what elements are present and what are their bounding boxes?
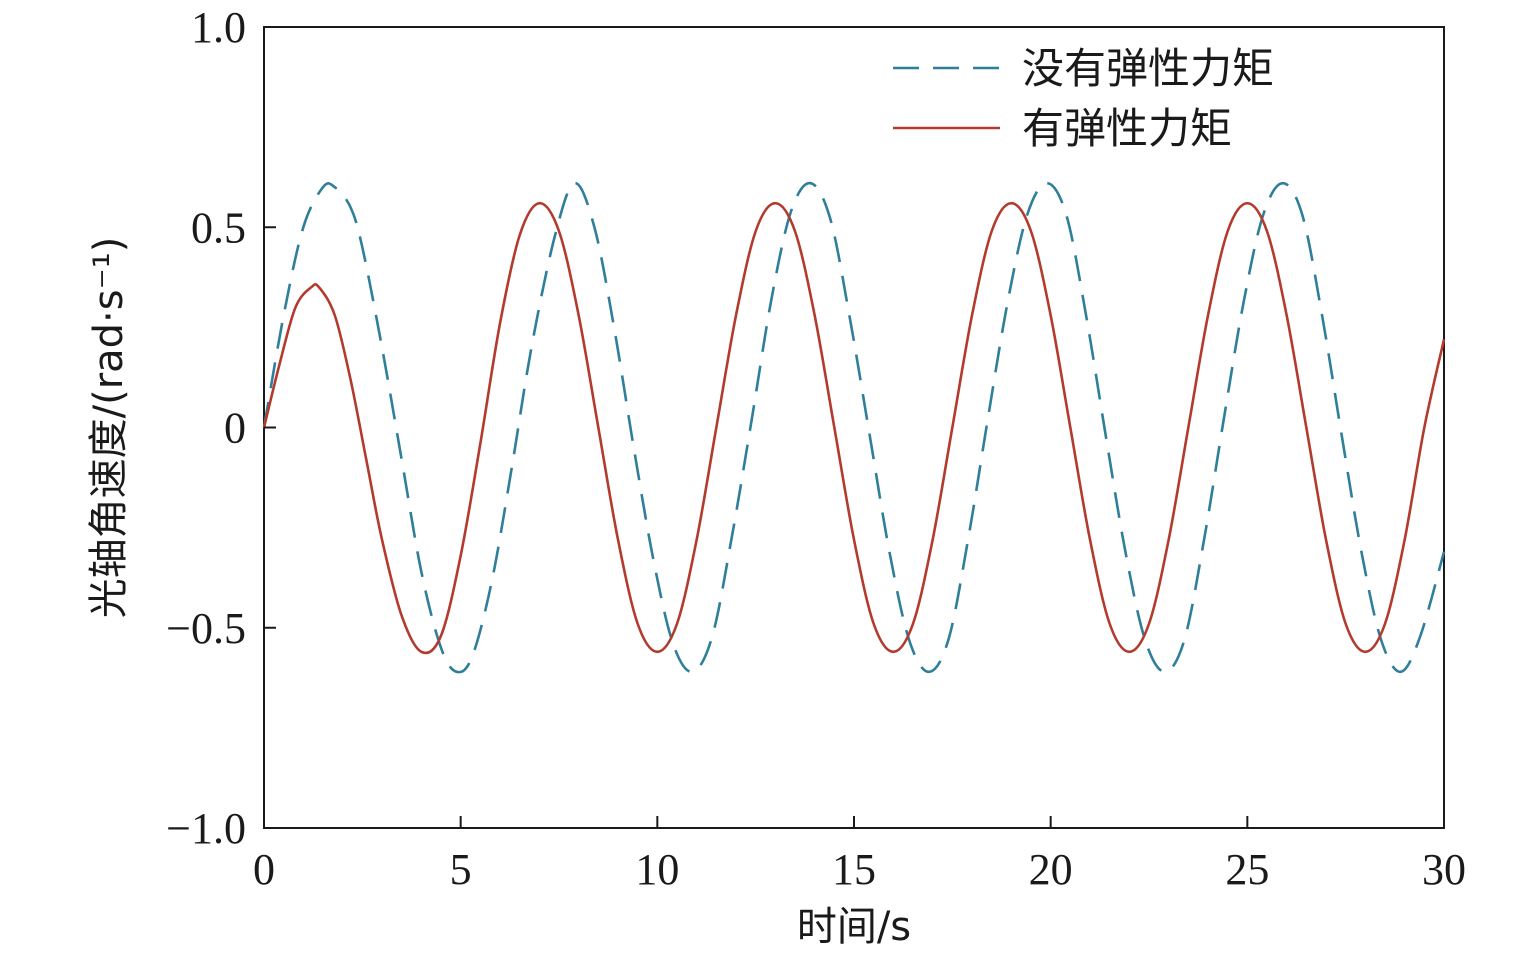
x-tick-label: 30 bbox=[1422, 845, 1466, 894]
x-tick-label: 15 bbox=[832, 845, 876, 894]
x-tick-label: 5 bbox=[450, 845, 472, 894]
y-tick-label: −0.5 bbox=[166, 604, 246, 653]
y-tick-label: −1.0 bbox=[166, 804, 246, 853]
y-tick-label: 0 bbox=[224, 404, 246, 453]
plot-area-border bbox=[263, 26, 1445, 829]
series-line-1 bbox=[262, 181, 1446, 674]
x-axis-title: 时间/s bbox=[797, 904, 911, 950]
legend-label-2: 有弹性力矩 bbox=[1022, 104, 1232, 153]
legend-label-1: 没有弹性力矩 bbox=[1022, 44, 1274, 93]
plot-frame bbox=[263, 26, 1445, 829]
x-tick-label: 20 bbox=[1029, 845, 1073, 894]
series-line-2 bbox=[262, 201, 1446, 655]
tick-layer: 0 5 10 15 20 25 30 1.0 0.5 0 −0.5 −1.0 bbox=[166, 3, 1466, 894]
y-tick-label: 0.5 bbox=[191, 203, 246, 252]
x-tick-label: 25 bbox=[1225, 845, 1269, 894]
x-tick-label: 10 bbox=[635, 845, 679, 894]
y-tick-label: 1.0 bbox=[191, 3, 246, 52]
x-tick-label: 0 bbox=[253, 845, 275, 894]
y-axis-title: 光轴角速度/(rad·s⁻¹) bbox=[86, 237, 132, 619]
series-layer bbox=[262, 181, 1446, 674]
